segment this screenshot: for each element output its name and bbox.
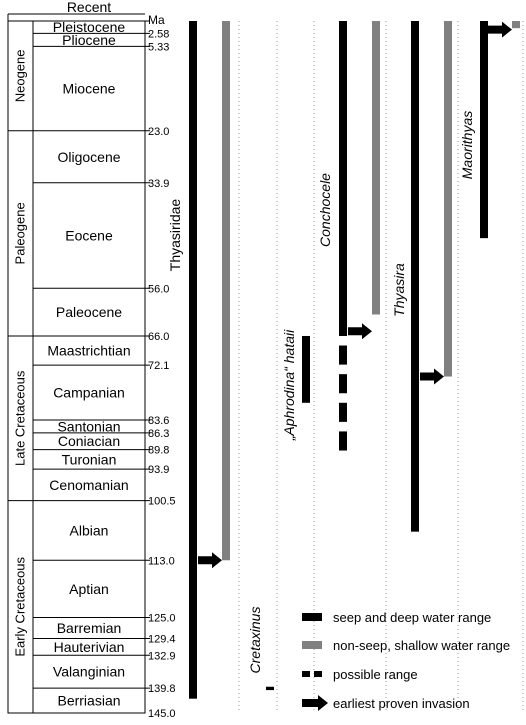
period-label: Late Cretaceous (13, 370, 28, 466)
period-label: Neogene (13, 49, 28, 102)
legend-label: earliest proven invasion (333, 696, 470, 711)
taxon-labels: Thyasiridae Cretaxinus „Aphrodina“ hataii C… (167, 111, 475, 674)
stage-label: Albian (70, 522, 109, 538)
period-label: Paleogene (13, 202, 28, 264)
age-tick-label: 139.8 (148, 683, 176, 695)
shallow-range-bar (512, 21, 520, 29)
age-tick-label: 129.4 (148, 634, 176, 646)
legend: seep and deep water range non-seep, shall… (302, 610, 510, 711)
geologic-time-scale: Neogene Paleogene Late Cretaceous Early Cre… (7, 0, 176, 720)
earliest-invasion-arrow (420, 368, 444, 385)
taxon-ranges (189, 21, 520, 699)
stage-label: Valanginian (53, 664, 125, 680)
stage-label: Miocene (63, 81, 116, 97)
stage-label: Berriasian (57, 693, 120, 709)
seep-range-bar (339, 21, 347, 336)
shallow-range-bar (222, 21, 230, 561)
stage-label: Oligocene (57, 149, 120, 165)
earliest-invasion-arrow (348, 323, 372, 340)
stage-label: Coniacian (58, 433, 120, 449)
stage-label: Cenomanian (49, 477, 128, 493)
age-tick-label: 5.33 (148, 41, 169, 53)
age-tick-label: 145.0 (148, 708, 176, 720)
taxon-label: „Aphrodina“ hataii (281, 329, 297, 441)
seep-range-bar (189, 21, 197, 699)
age-tick-label: 72.1 (148, 360, 169, 372)
legend-swatch-invasion (302, 695, 328, 711)
stage-label: Barremian (57, 620, 122, 636)
age-tick-label: 132.9 (148, 650, 176, 662)
stage-label: Turonian (62, 451, 117, 467)
stage-label: Aptian (69, 581, 109, 597)
legend-swatch-possible (302, 671, 310, 677)
age-tick-label: 93.9 (148, 464, 169, 476)
shallow-range-bar (372, 21, 380, 315)
age-tick-label: 86.3 (148, 428, 169, 440)
taxon-guide-lines (238, 21, 524, 713)
earliest-invasion-arrow (198, 552, 222, 569)
stage-label: Hauterivian (54, 639, 125, 655)
taxon-label: Conchocele (317, 173, 333, 247)
age-tick-label: 33.9 (148, 178, 169, 190)
taxon-label: Maorithyas (459, 111, 475, 179)
age-tick-label: 56.0 (148, 283, 169, 295)
taxon-label: Cretaxinus (247, 607, 263, 674)
stage-label: Paleocene (56, 304, 122, 320)
age-tick-label: 125.0 (148, 613, 176, 625)
age-tick-label: 66.0 (148, 331, 169, 343)
age-tick-label: 89.8 (148, 445, 169, 457)
stage-label: Eocene (65, 228, 113, 244)
possible-range-segment (339, 345, 347, 365)
stage-label: Santonian (57, 418, 120, 434)
seep-range-bar (302, 335, 310, 403)
legend-label: seep and deep water range (333, 610, 491, 625)
possible-range-segment (339, 402, 347, 422)
age-tick-label: 100.5 (148, 496, 176, 508)
legend-swatch-possible (314, 671, 322, 677)
legend-swatch-seep (302, 613, 322, 621)
legend-swatch-shallow (302, 641, 322, 649)
age-tick-label: 2.58 (148, 28, 169, 40)
stage-label: Campanian (53, 385, 125, 401)
stage-label: Pleistocene (53, 19, 126, 35)
taxon-label: Thyasiridae (167, 199, 183, 272)
taxon-label: Thyasira (391, 263, 407, 317)
legend-label: non-seep, shallow water range (333, 638, 510, 653)
earliest-invasion-arrow (488, 21, 512, 38)
seep-range-bar (480, 21, 488, 239)
stage-label: Recent (67, 0, 111, 15)
age-tick-label: 113.0 (148, 555, 175, 567)
axis-unit-label: Ma (148, 13, 165, 27)
age-tick-label: 23.0 (148, 126, 169, 138)
age-tick-label: 83.6 (148, 415, 169, 427)
seep-range-bar (411, 21, 419, 532)
stage-label: Maastrichtian (47, 343, 130, 359)
shallow-range-bar (444, 21, 452, 377)
time-scale-frame (7, 20, 146, 714)
possible-range-segment (339, 374, 347, 394)
legend-label: possible range (333, 667, 418, 682)
seep-range-bar (266, 686, 274, 691)
period-label: Early Cretaceous (13, 556, 28, 656)
stage-label: Pliocene (62, 32, 116, 48)
possible-range-segment (339, 431, 347, 451)
